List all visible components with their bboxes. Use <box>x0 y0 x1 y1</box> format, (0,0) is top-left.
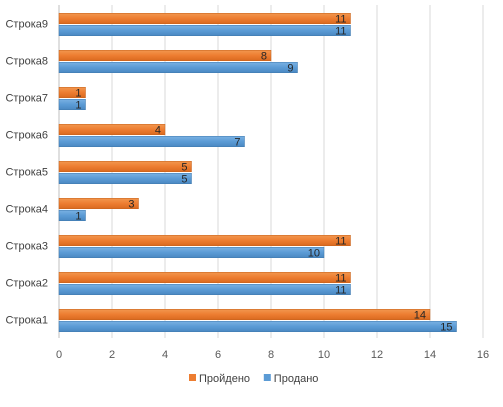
bar-prodano <box>58 173 192 184</box>
x-tick-label: 2 <box>109 349 115 361</box>
data-label-proideno: 11 <box>335 13 346 25</box>
category-label: Строка2 <box>5 278 48 290</box>
data-label-prodano: 11 <box>335 25 346 37</box>
data-label-prodano: 1 <box>75 210 81 222</box>
bar-prodano <box>58 25 351 36</box>
data-label-prodano: 11 <box>335 284 346 296</box>
x-tick-label: 10 <box>318 349 330 361</box>
value-axis-ticks: 0 2 4 6 8 10 12 14 16 <box>56 349 489 361</box>
bar-prodano <box>58 210 86 221</box>
data-label-proideno: 4 <box>155 124 161 136</box>
bar-prodano <box>58 62 298 73</box>
bar-proideno <box>58 235 351 246</box>
bar-proideno <box>58 161 192 172</box>
x-tick-label: 6 <box>215 349 221 361</box>
bar-proideno <box>58 50 272 61</box>
category-label: Строка6 <box>5 130 48 142</box>
data-label-proideno: 14 <box>414 309 426 321</box>
category-label: Строка9 <box>5 19 48 31</box>
bar-proideno <box>58 309 431 320</box>
x-tick-label: 8 <box>268 349 274 361</box>
legend-swatch <box>189 374 196 381</box>
data-label-prodano: 9 <box>287 62 293 74</box>
x-tick-label: 16 <box>477 349 489 361</box>
x-tick-label: 4 <box>162 349 168 361</box>
data-label-prodano: 7 <box>234 136 240 148</box>
data-label-proideno: 5 <box>181 161 187 173</box>
category-label: Строка5 <box>5 167 48 179</box>
data-label-proideno: 3 <box>128 198 134 210</box>
x-tick-label: 14 <box>424 349 436 361</box>
legend-label: Продано <box>274 373 319 385</box>
bar-prodano <box>58 136 245 147</box>
category-label: Строка8 <box>5 56 48 68</box>
bar-proideno <box>58 13 351 24</box>
data-label-prodano: 1 <box>75 99 81 111</box>
data-label-proideno: 11 <box>335 235 346 247</box>
bar-proideno <box>58 272 351 283</box>
category-axis-labels: Строка1 Строка2 Строка3 Строка4 Строка5 Строк… <box>5 19 48 327</box>
bars <box>58 13 457 332</box>
legend: Пройдено Продано <box>189 373 318 385</box>
bar-proideno <box>58 87 86 98</box>
x-tick-label: 0 <box>56 349 62 361</box>
category-label: Строка1 <box>5 315 48 327</box>
category-label: Строка3 <box>5 241 48 253</box>
bar-prodano <box>58 321 457 332</box>
bar-proideno <box>58 124 166 135</box>
category-label: Строка7 <box>5 93 48 105</box>
legend-swatch <box>263 374 271 381</box>
data-label-proideno: 8 <box>261 50 267 62</box>
legend-label: Пройдено <box>199 373 250 385</box>
bar-proideno <box>58 198 139 209</box>
category-label: Строка4 <box>5 204 48 216</box>
data-label-proideno: 1 <box>75 87 81 99</box>
data-label-prodano: 10 <box>308 247 320 259</box>
bar-prodano <box>58 284 351 295</box>
data-label-prodano: 15 <box>440 321 452 333</box>
data-label-prodano: 5 <box>181 173 187 185</box>
data-label-proideno: 11 <box>335 272 346 284</box>
bar-prodano <box>58 99 86 110</box>
bar-prodano <box>58 247 325 258</box>
x-tick-label: 12 <box>371 349 383 361</box>
